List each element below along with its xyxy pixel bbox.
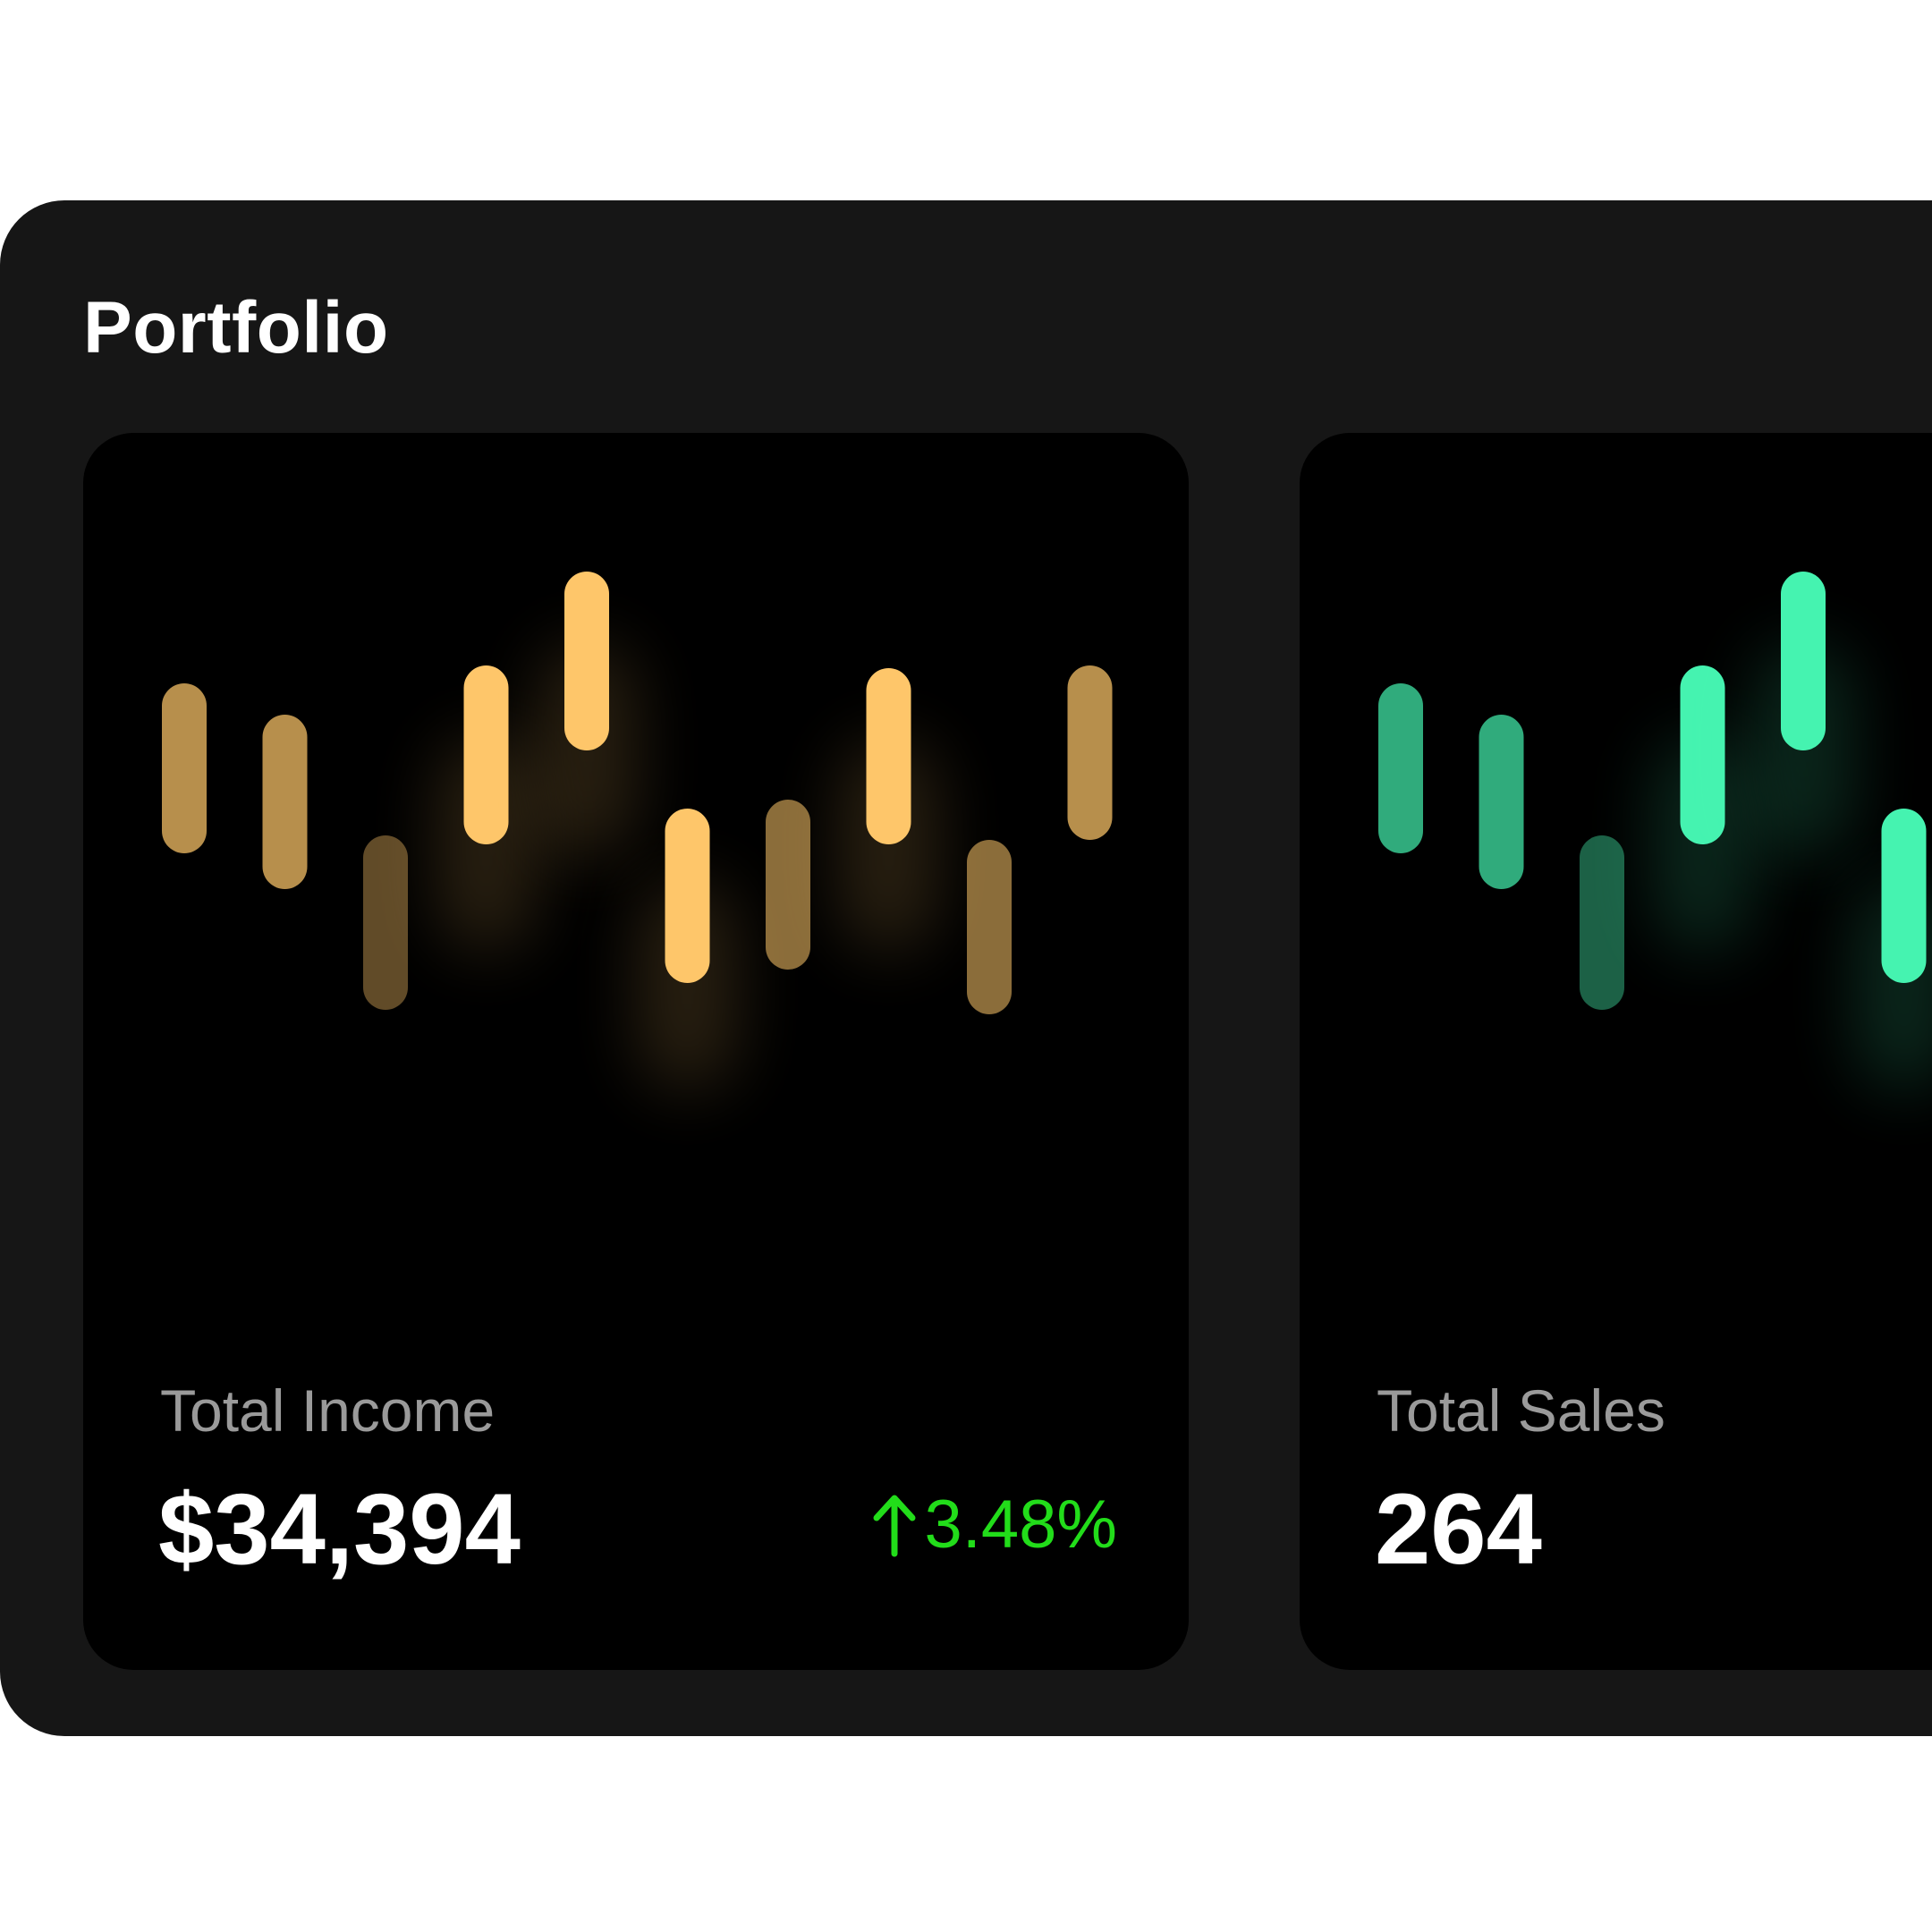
sales-bar-4	[1680, 665, 1725, 844]
sales-bar-6	[1881, 809, 1927, 983]
income-change-badge: 3.48%	[873, 1487, 1118, 1563]
income-bar-glow-6	[638, 880, 737, 1090]
income-bar-1	[162, 683, 207, 853]
sales-bar-5	[1781, 572, 1826, 750]
sales-bar-2	[1479, 715, 1524, 889]
panel-title: Portfolio	[83, 287, 389, 369]
total-income-card[interactable]: Total Income $34,394 3.48%	[83, 433, 1189, 1670]
income-bar-chart	[162, 572, 1113, 1090]
total-sales-label: Total Sales	[1377, 1377, 1665, 1444]
sales-bar-3	[1580, 835, 1624, 1010]
income-change-value: 3.48%	[924, 1487, 1118, 1563]
total-sales-card[interactable]: Total Sales 264	[1300, 433, 1932, 1670]
sales-bar-1	[1378, 683, 1423, 853]
income-bar-7	[766, 800, 810, 970]
income-bar-2	[262, 715, 308, 889]
income-bar-glow-8	[839, 740, 938, 952]
income-bar-9	[967, 840, 1012, 1014]
total-income-value: $34,394	[158, 1473, 521, 1585]
income-bar-3	[363, 835, 408, 1010]
portfolio-panel: Portfolio Total Income $34,394 3.48% Tot…	[0, 200, 1932, 1736]
arrow-up-icon	[873, 1495, 915, 1557]
total-income-label: Total Income	[160, 1377, 496, 1444]
income-bar-6	[665, 809, 710, 983]
income-bar-10	[1067, 665, 1113, 840]
income-bar-5	[564, 572, 609, 750]
sales-bar-chart	[1378, 572, 1932, 1090]
income-bar-4	[463, 665, 509, 844]
total-sales-value: 264	[1375, 1473, 1542, 1585]
income-bar-8	[866, 668, 911, 844]
